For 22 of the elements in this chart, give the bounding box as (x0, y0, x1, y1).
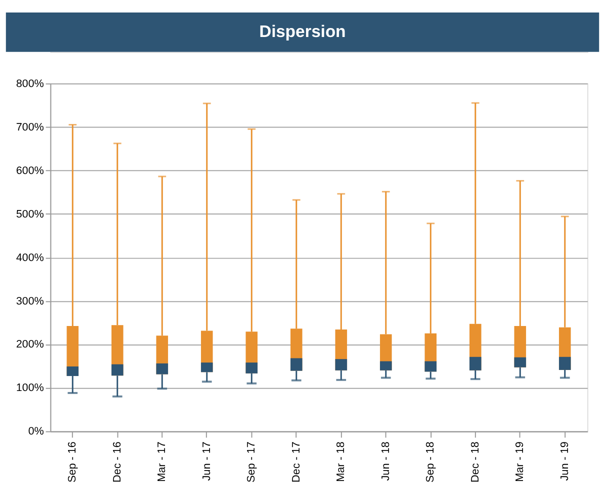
x-tick-label: Jun - 18 (380, 442, 392, 481)
x-tick-label: Dec - 17 (290, 442, 302, 483)
x-tick-label: Mar - 17 (156, 442, 168, 482)
x-tick-label: Jun - 17 (200, 442, 213, 481)
y-tick-label: 500% (16, 208, 44, 220)
y-tick-label: 600% (16, 164, 44, 177)
y-tick-label: 700% (16, 121, 44, 134)
y-tick-label: 400% (16, 252, 44, 264)
x-tick-label: Sep - 17 (246, 442, 258, 483)
x-tick-label: Mar - 19 (514, 442, 526, 482)
x-tick-label: Sep - 18 (424, 442, 437, 483)
x-tick-label: Dec - 18 (469, 442, 482, 483)
x-tick-label: Mar - 18 (335, 442, 348, 482)
chart-title: Dispersion (259, 22, 346, 42)
y-tick-label: 100% (16, 382, 44, 394)
x-tick-label: Sep - 16 (66, 442, 79, 483)
y-tick-label: 300% (16, 295, 44, 308)
y-tick-label: 200% (16, 338, 44, 351)
x-tick-label: Dec - 16 (111, 442, 124, 483)
y-tick-label: 0% (28, 426, 44, 438)
x-tick-label: Jun - 19 (558, 442, 571, 481)
y-tick-label: 800% (16, 78, 44, 90)
